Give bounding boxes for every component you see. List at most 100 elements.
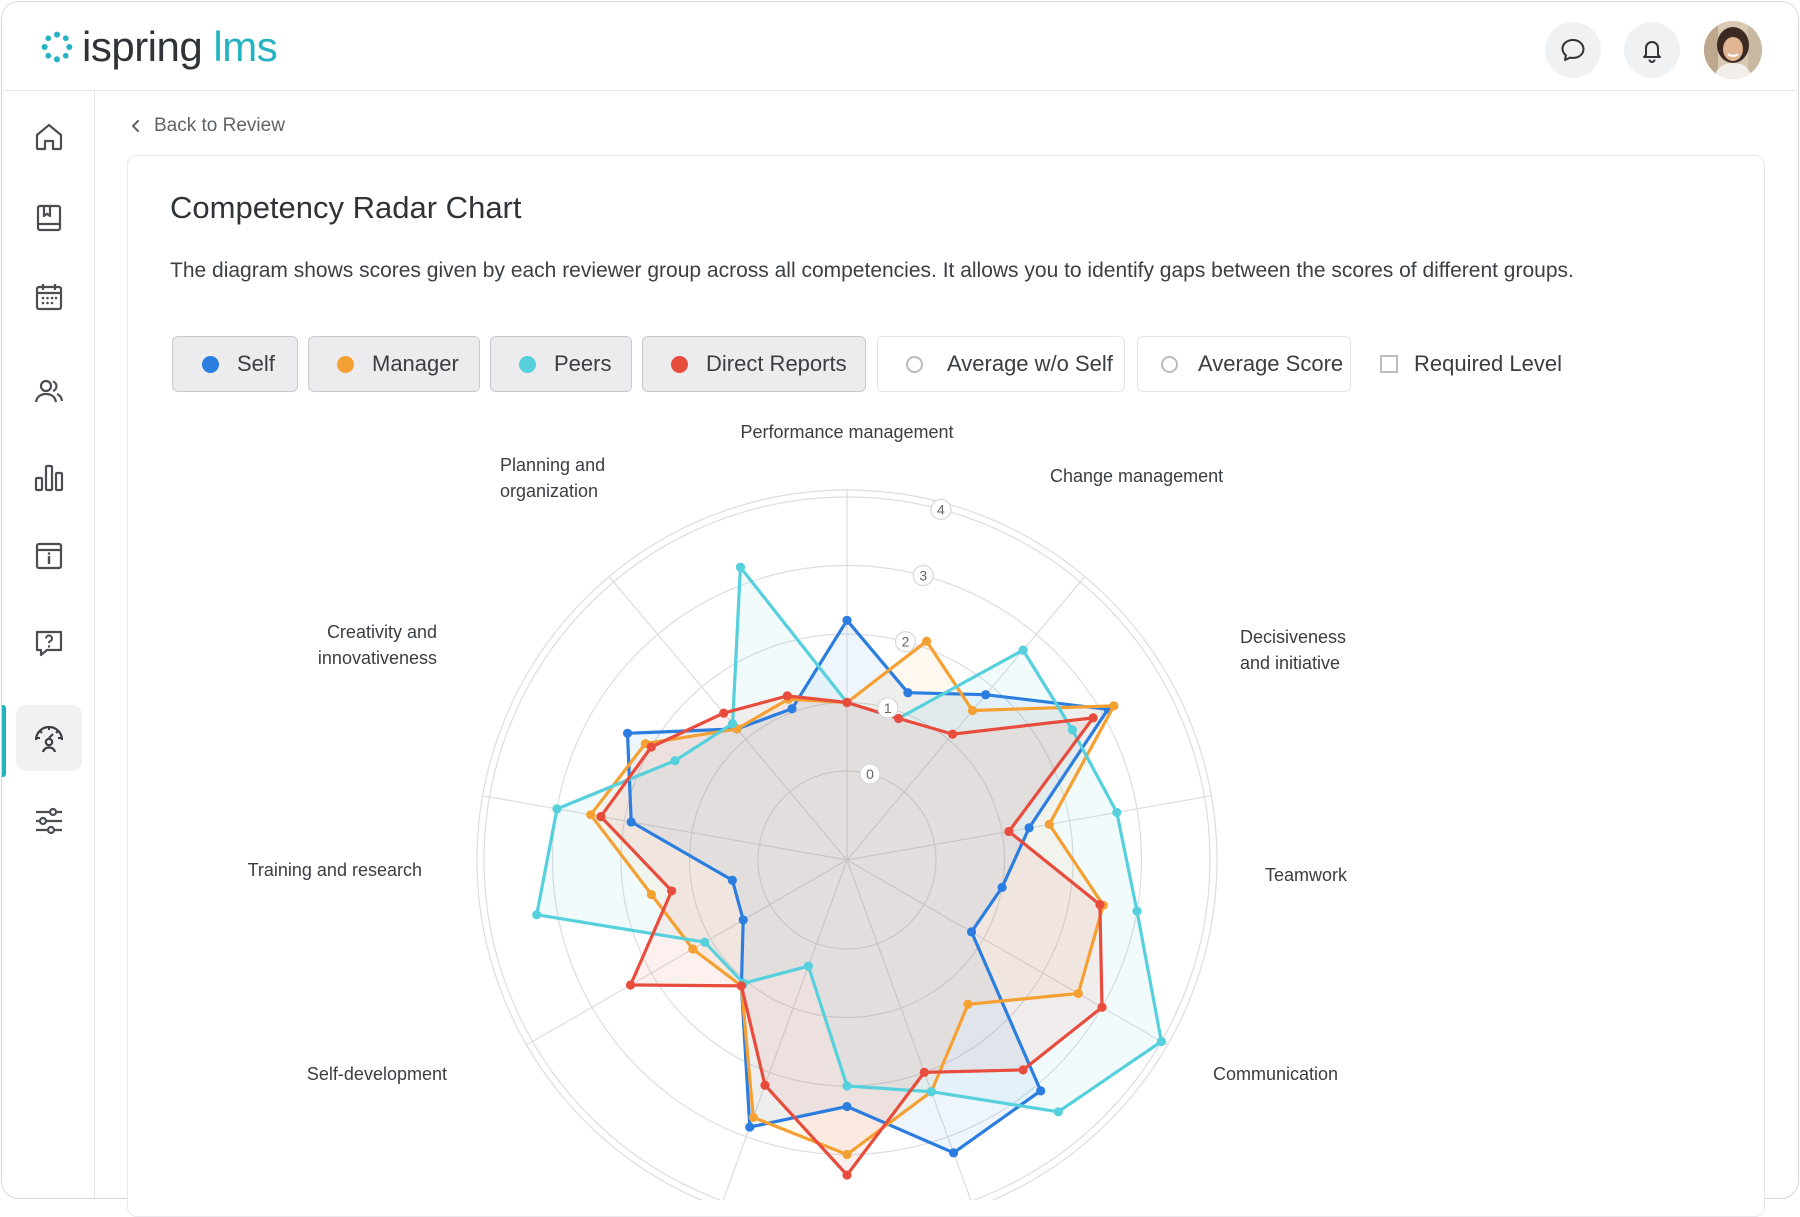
series-point[interactable] xyxy=(922,636,932,646)
series-point[interactable] xyxy=(748,1112,758,1123)
sidebar-item-library[interactable] xyxy=(16,185,82,251)
series-area xyxy=(627,620,1108,1153)
series-point[interactable] xyxy=(903,688,913,698)
series-point[interactable] xyxy=(842,615,852,625)
series-point[interactable] xyxy=(626,817,636,827)
sidebar-item-performance[interactable] xyxy=(16,705,82,771)
legend-label-required-level: Required Level xyxy=(1414,351,1562,376)
series-point[interactable] xyxy=(736,981,746,991)
average-score-ring xyxy=(1161,355,1178,373)
series-point[interactable] xyxy=(1095,899,1105,910)
series-point[interactable] xyxy=(646,742,656,752)
series-point[interactable] xyxy=(622,728,633,738)
series-point[interactable] xyxy=(625,980,636,990)
series-point[interactable] xyxy=(1132,906,1142,916)
series-point[interactable] xyxy=(646,889,657,900)
ispring-logo[interactable]: ispring lms xyxy=(38,22,278,72)
series-point[interactable] xyxy=(893,713,904,724)
series-area xyxy=(600,695,1102,1175)
series-point[interactable] xyxy=(1112,807,1122,818)
series-point[interactable] xyxy=(1024,823,1034,833)
tick-label: 0 xyxy=(866,766,874,782)
series-point[interactable] xyxy=(842,1101,852,1112)
series-point[interactable] xyxy=(760,1080,770,1090)
series-point[interactable] xyxy=(1097,1002,1107,1012)
series-point[interactable] xyxy=(966,927,977,937)
sidebar-item-info[interactable] xyxy=(16,523,82,589)
legend-toggle-required-level[interactable]: Required Level xyxy=(1380,336,1570,392)
series-point[interactable] xyxy=(1044,819,1054,829)
series-point[interactable] xyxy=(967,705,978,716)
series-point[interactable] xyxy=(842,697,852,708)
radar-series xyxy=(532,562,1166,1180)
series-point[interactable] xyxy=(842,1170,852,1180)
tick-badge xyxy=(894,631,917,653)
series-point[interactable] xyxy=(727,875,737,885)
series-point[interactable] xyxy=(738,915,748,925)
series-point[interactable] xyxy=(782,691,792,701)
series-point[interactable] xyxy=(1018,1065,1028,1075)
series-point[interactable] xyxy=(745,1122,755,1132)
legend-toggle-average-score[interactable]: Average Score xyxy=(1137,336,1351,392)
sidebar-item-settings[interactable] xyxy=(16,788,82,854)
performance-review-icon xyxy=(34,725,64,753)
sidebar-item-calendar[interactable] xyxy=(16,264,82,330)
series-point[interactable] xyxy=(842,1081,852,1091)
legend-label-peers: Peers xyxy=(554,351,612,376)
legend-toggle-peers[interactable]: Peers xyxy=(490,336,632,392)
series-point[interactable] xyxy=(1067,725,1077,735)
series-point[interactable] xyxy=(1018,645,1028,655)
series-point[interactable] xyxy=(532,910,542,920)
legend-toggle-direct-reports[interactable]: Direct Reports xyxy=(642,336,866,392)
series-point[interactable] xyxy=(997,882,1007,892)
series-point[interactable] xyxy=(948,1148,959,1158)
required-level-checkbox xyxy=(1380,355,1398,373)
sidebar-item-help[interactable] xyxy=(16,610,82,676)
notifications-button[interactable] xyxy=(1624,22,1680,78)
series-point[interactable] xyxy=(787,704,797,714)
radar-axis-labels: Performance management Change management D… xyxy=(248,422,1348,1084)
series-point[interactable] xyxy=(919,1067,929,1077)
series-point[interactable] xyxy=(688,944,698,954)
series-point[interactable] xyxy=(1088,713,1098,723)
series-point[interactable] xyxy=(1073,988,1083,999)
user-avatar[interactable] xyxy=(1704,21,1762,79)
back-to-review-link[interactable]: Back to Review xyxy=(130,115,285,137)
series-point[interactable] xyxy=(1109,701,1119,711)
axis-label: Performance management xyxy=(740,422,953,442)
bar-chart-icon xyxy=(34,464,64,492)
series-point[interactable] xyxy=(586,810,596,820)
series-point[interactable] xyxy=(1036,1086,1046,1096)
series-point[interactable] xyxy=(1156,1036,1166,1047)
home-icon xyxy=(35,123,63,151)
sidebar-item-reports[interactable] xyxy=(16,445,82,511)
sidebar-item-home[interactable] xyxy=(16,104,82,170)
series-point[interactable] xyxy=(963,999,973,1009)
series-point[interactable] xyxy=(727,719,738,729)
series-point[interactable] xyxy=(803,961,813,971)
legend-toggle-manager[interactable]: Manager xyxy=(308,336,480,392)
legend-toggle-average-without-self[interactable]: Average w/o Self xyxy=(877,336,1125,392)
series-point[interactable] xyxy=(670,756,680,766)
series-point[interactable] xyxy=(1053,1107,1063,1117)
series-point[interactable] xyxy=(1004,826,1014,837)
series-point[interactable] xyxy=(700,937,710,947)
book-icon xyxy=(36,204,62,232)
series-point[interactable] xyxy=(552,804,562,814)
series-point[interactable] xyxy=(842,1149,852,1160)
axis-label: Training and research xyxy=(248,860,422,880)
series-point[interactable] xyxy=(735,562,746,572)
series-point[interactable] xyxy=(926,1087,936,1097)
sidebar-item-users[interactable] xyxy=(16,358,82,424)
bell-icon xyxy=(1643,41,1661,63)
tick-label: 1 xyxy=(884,700,892,716)
series-point[interactable] xyxy=(596,811,606,822)
series-point[interactable] xyxy=(667,886,677,896)
manager-color-dot xyxy=(337,355,354,373)
legend-label-self: Self xyxy=(237,351,275,376)
series-point[interactable] xyxy=(719,708,729,718)
chat-button[interactable] xyxy=(1545,22,1601,78)
series-point[interactable] xyxy=(948,729,958,739)
legend-toggle-self[interactable]: Self xyxy=(172,336,298,392)
series-point[interactable] xyxy=(981,690,991,700)
